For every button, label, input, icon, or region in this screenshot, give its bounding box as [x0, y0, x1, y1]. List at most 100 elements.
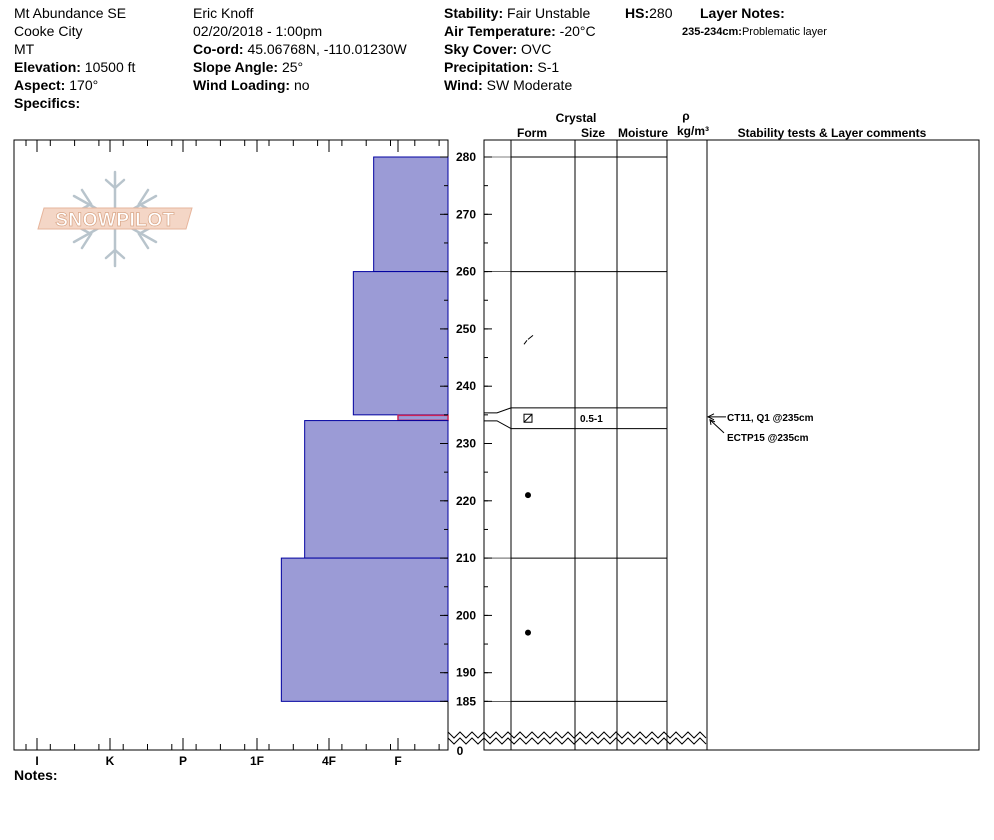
axis-break-zigzag — [483, 737, 707, 745]
decomposing-fragments-symbol — [523, 334, 534, 345]
hardness-bar — [304, 420, 449, 559]
height-tick-label: 280 — [456, 150, 476, 164]
test-arrow — [709, 419, 716, 425]
site-area: Cooke City — [14, 23, 83, 39]
grain-size-label: 0.5-1 — [580, 414, 603, 425]
layer-note-range: 235-234cm: — [682, 26, 742, 38]
height-tick-label: 210 — [456, 551, 476, 565]
table-frame — [483, 139, 980, 751]
slope-row: Slope Angle: 25° — [193, 58, 303, 76]
height-tick-label: 190 — [456, 666, 476, 680]
datetime: 02/20/2018 - 1:00pm — [193, 23, 323, 39]
hardness-tick-label: K — [106, 754, 115, 768]
height-tick-label: 270 — [456, 207, 476, 221]
size-header: Size — [581, 126, 605, 140]
svg-text:SNOWPILOT: SNOWPILOT — [55, 210, 175, 231]
ground-label: 0 — [457, 744, 464, 758]
form-header: Form — [517, 126, 547, 140]
density-unit-header: kg/m³ — [677, 124, 709, 138]
rounded-grain-symbol — [525, 629, 531, 636]
height-tick-label: 260 — [456, 265, 476, 279]
stability-test-label: ECTP15 @235cm — [727, 433, 809, 444]
table-rows — [484, 156, 667, 702]
height-tick-label: 220 — [456, 494, 476, 508]
hardness-bars — [280, 156, 449, 702]
stability-label: Stability: — [444, 5, 504, 21]
wind-value: SW Moderate — [486, 77, 573, 93]
precip-value: S-1 — [537, 59, 560, 75]
hardness-plot: I K P 1F 4F F — [13, 139, 449, 768]
precip-row: Precipitation: S-1 — [444, 58, 559, 76]
specifics-label: Specifics: — [14, 95, 81, 111]
precip-label: Precipitation: — [444, 59, 534, 75]
hardness-bar — [280, 557, 449, 702]
stability-row: Stability: Fair Unstable — [444, 4, 590, 22]
axis-break-zigzag — [483, 731, 707, 739]
air-temp-row: Air Temperature: -20°C — [444, 22, 596, 40]
height-tick-label: 240 — [456, 379, 476, 393]
hardness-tick-label: I — [35, 754, 38, 768]
elevation-value: 10500 ft — [84, 59, 136, 75]
rho-header: ρ — [682, 109, 689, 123]
aspect-row: Aspect: 170° — [14, 76, 98, 94]
wind-label: Wind: — [444, 77, 483, 93]
sky-value: OVC — [521, 41, 552, 57]
stability-test-label: CT11, Q1 @235cm — [727, 413, 814, 424]
hs-row: HS:280 — [625, 4, 672, 22]
air-temp-value: -20°C — [559, 23, 596, 39]
hardness-bar — [373, 156, 449, 273]
site-location: Mt Abundance SE — [14, 5, 127, 21]
layer-connector — [484, 407, 512, 414]
axis-break-marks — [447, 731, 707, 745]
coord-value: 45.06768N, -110.01230W — [247, 41, 407, 57]
observer: Eric Knoff — [193, 5, 254, 21]
moisture-header: Moisture — [618, 126, 668, 140]
crystal-table: Crystal Form Size Moisture ρ kg/m³ Stabi… — [483, 109, 980, 751]
height-tick-label: 200 — [456, 608, 476, 622]
test-arrow — [706, 413, 715, 421]
air-temp-label: Air Temperature: — [444, 23, 556, 39]
elevation-label: Elevation: — [14, 59, 81, 75]
hs-value: 280 — [649, 5, 673, 21]
notes-row: Notes: — [14, 766, 58, 784]
height-tick-label: 250 — [456, 322, 476, 336]
stability-tests: CT11, Q1 @235cm ECTP15 @235cm — [706, 413, 814, 444]
hardness-bar — [352, 271, 449, 416]
height-axis: 185 190 200 210 220 230 240 250 260 270 280 0 — [440, 150, 492, 758]
layer-note-text: Problematic layer — [741, 26, 827, 38]
hardness-tick-label: 4F — [322, 754, 336, 768]
wind-loading-value: no — [293, 77, 310, 93]
hardness-axis: I K P 1F 4F F — [25, 140, 440, 768]
weak-layer-bar — [397, 414, 449, 422]
coord-label: Co-ord: — [193, 41, 244, 57]
notes-label: Notes: — [14, 767, 58, 783]
hardness-tick-label: F — [394, 754, 401, 768]
coord-row: Co-ord: 45.06768N, -110.01230W — [193, 40, 407, 58]
test-leader-line — [709, 419, 725, 434]
aspect-label: Aspect: — [14, 77, 66, 93]
layer-connector — [484, 420, 512, 430]
rounded-grain-symbol — [525, 492, 531, 499]
axis-break-zigzag — [447, 731, 485, 739]
specifics-row: Specifics: — [14, 94, 80, 112]
hs-label: HS: — [625, 5, 650, 21]
wind-loading-label: Wind Loading: — [193, 77, 291, 93]
slope-value: 25° — [281, 59, 304, 75]
site-state: MT — [14, 41, 35, 57]
hardness-tick-label: 1F — [250, 754, 264, 768]
faceted-rounded-symbol — [523, 413, 533, 423]
wind-loading-row: Wind Loading: no — [193, 76, 310, 94]
hardness-tick-label: P — [179, 754, 187, 768]
elevation-row: Elevation: 10500 ft — [14, 58, 135, 76]
faceted-rounded-symbol — [523, 413, 533, 423]
slope-label: Slope Angle: — [193, 59, 279, 75]
axis-break-zigzag — [447, 737, 485, 745]
crystal-header: Crystal — [556, 111, 597, 125]
sky-row: Sky Cover: OVC — [444, 40, 551, 58]
stability-comments-header: Stability tests & Layer comments — [738, 126, 927, 140]
stability-value: Fair Unstable — [507, 5, 591, 21]
height-tick-label: 185 — [456, 694, 476, 708]
layer-note: 235-234cm:Problematic layer — [682, 23, 827, 41]
grain-marks: 0.5-1 — [523, 334, 603, 636]
